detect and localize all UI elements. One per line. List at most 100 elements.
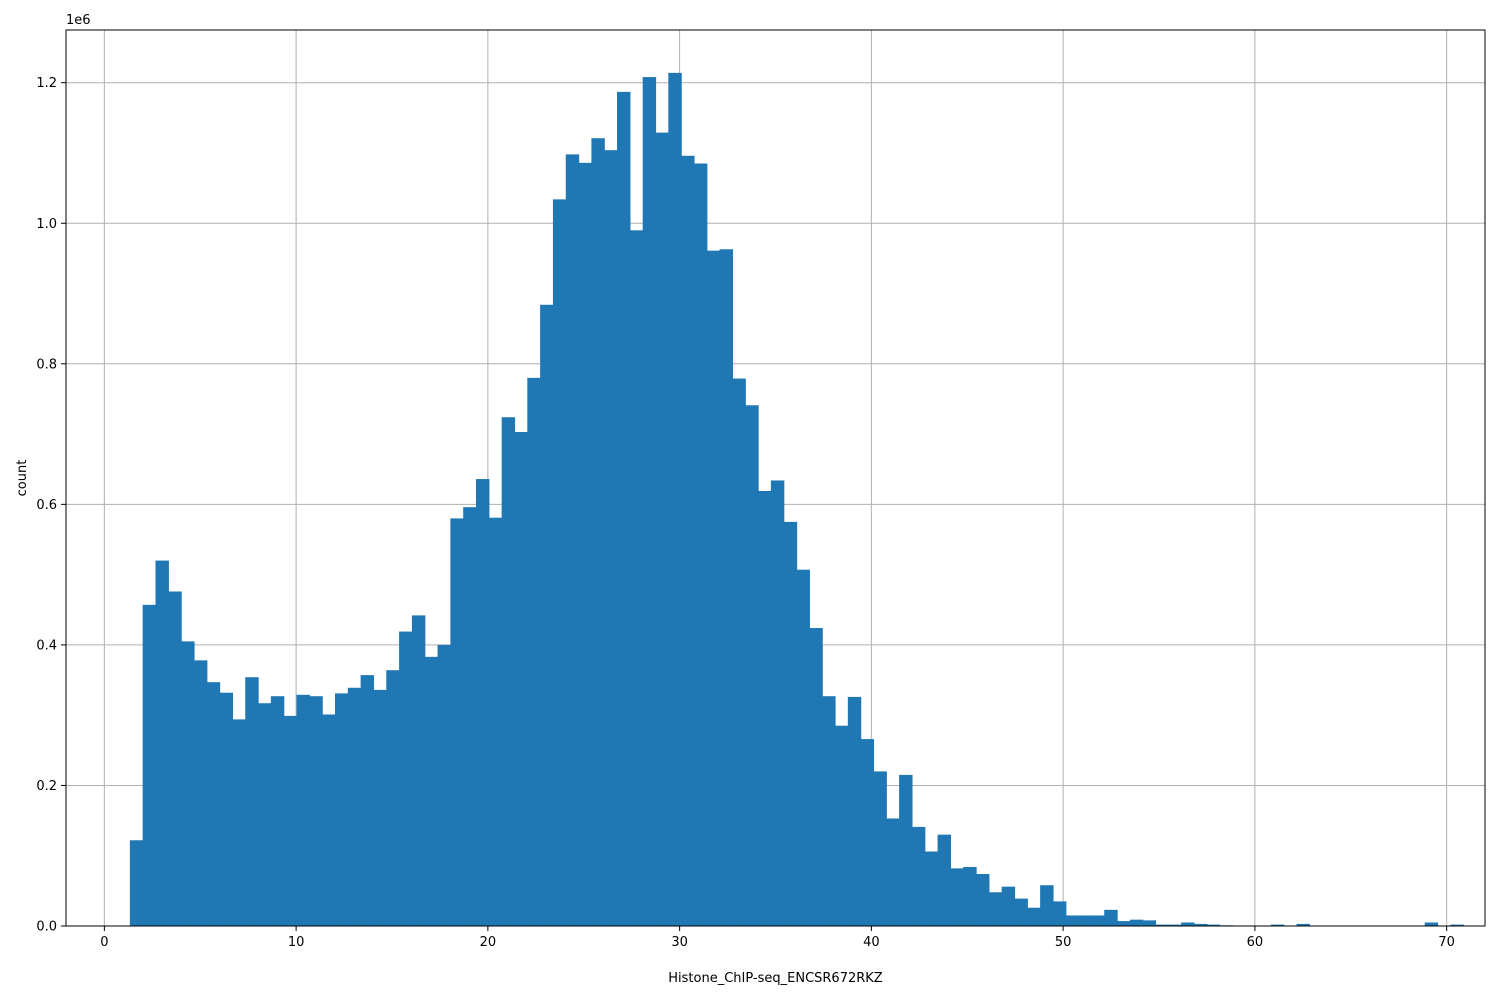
- y-tick-label: 1.0: [36, 217, 57, 232]
- y-tick-label: 1.2: [36, 76, 57, 91]
- histogram-bar: [1270, 924, 1285, 926]
- histogram-bar: [937, 834, 951, 926]
- histogram-bar: [822, 696, 836, 926]
- x-tick-label: 70: [1438, 935, 1455, 950]
- y-tick-label: 0.4: [36, 638, 57, 653]
- histogram-bar: [629, 230, 644, 926]
- histogram-bar: [1091, 915, 1105, 926]
- histogram-bar: [1168, 924, 1182, 926]
- x-tick-label: 10: [288, 935, 305, 950]
- histogram-bar: [668, 72, 682, 927]
- histogram-bar: [155, 560, 169, 926]
- histogram-bar: [655, 132, 669, 927]
- histogram-bar: [322, 714, 336, 926]
- y-tick-label: 0.0: [36, 920, 57, 935]
- histogram-bar: [360, 675, 375, 926]
- histogram-bar: [693, 163, 708, 926]
- histogram-bar: [399, 631, 413, 926]
- histogram-bar: [168, 591, 182, 926]
- histogram-bar: [976, 873, 990, 926]
- histogram-bar: [411, 615, 426, 926]
- y-tick-label: 0.6: [36, 498, 57, 513]
- histogram-bar: [1142, 920, 1157, 926]
- histogram-bar: [181, 641, 195, 926]
- histogram-bar: [540, 304, 554, 927]
- histogram-bar: [758, 491, 772, 926]
- histogram-bar: [1155, 924, 1169, 926]
- histogram-bar: [899, 774, 913, 926]
- x-axis-label: Histone_ChIP-seq_ENCSR672RKZ: [668, 971, 883, 986]
- histogram-bar: [706, 250, 721, 926]
- histogram-bar: [950, 868, 964, 926]
- histogram-bar: [1001, 886, 1016, 926]
- histogram-bar: [552, 199, 567, 926]
- plot-frame: [65, 29, 1486, 927]
- histogram-bar: [745, 405, 759, 926]
- histogram-bar: [296, 694, 310, 926]
- histogram-bar: [206, 682, 221, 926]
- y-tick-label: 0.2: [36, 779, 57, 794]
- histogram-bar: [873, 771, 887, 926]
- histogram-bar: [219, 692, 234, 926]
- histogram-bar: [283, 715, 298, 926]
- x-tick-label: 50: [1055, 935, 1072, 950]
- histogram-bar: [565, 154, 580, 927]
- x-tick-label: 60: [1247, 935, 1264, 950]
- histogram-bar: [1078, 915, 1093, 926]
- histogram-bar: [476, 479, 490, 926]
- histogram-bar: [129, 840, 144, 926]
- histogram-bar: [835, 725, 849, 926]
- y-axis-ticks: 0.0 0.2 0.4 0.6 0.8 1.0 1.2: [36, 76, 66, 935]
- histogram-bar: [309, 696, 323, 926]
- histogram-bar: [437, 644, 451, 926]
- histogram-bar: [1052, 901, 1067, 926]
- histogram-bar: [245, 677, 259, 926]
- histogram-bar: [527, 377, 541, 926]
- histogram-bar: [770, 480, 785, 926]
- histogram-bar: [1027, 907, 1041, 926]
- histogram-bar: [424, 656, 439, 926]
- histogram-bar: [963, 866, 977, 926]
- histogram-bar: [783, 521, 798, 926]
- histogram-bar: [193, 660, 208, 926]
- histogram-bar: [514, 431, 528, 926]
- histogram-bar: [681, 155, 695, 926]
- histogram-bar: [1065, 915, 1080, 926]
- y-axis-label: count: [15, 460, 30, 497]
- histogram-bar: [578, 162, 593, 926]
- histogram-bar: [463, 507, 477, 926]
- histogram-bar: [911, 826, 926, 926]
- x-tick-label: 40: [863, 935, 880, 950]
- histogram-bar: [1104, 909, 1118, 926]
- histogram-bar: [386, 670, 400, 926]
- histogram-bar: [232, 719, 246, 926]
- histogram-bar: [1181, 922, 1195, 926]
- histogram-bar: [860, 739, 875, 926]
- histogram-bar: [886, 818, 900, 926]
- histogram-bar: [732, 378, 746, 927]
- histogram-bar: [796, 569, 810, 926]
- histogram-bar: [591, 138, 605, 926]
- histogram-bar: [450, 518, 464, 926]
- y-tick-label: 0.8: [36, 357, 57, 372]
- histogram-bar: [1014, 898, 1028, 926]
- histogram-bar: [1450, 924, 1464, 926]
- x-tick-label: 20: [480, 935, 497, 950]
- histogram-bar: [1206, 924, 1221, 926]
- histogram-bar: [847, 696, 862, 926]
- histogram-bar: [1117, 921, 1131, 926]
- histogram-bar: [501, 417, 516, 926]
- histogram-bar: [1424, 922, 1439, 926]
- histogram-bar: [270, 696, 285, 926]
- histogram-bar: [617, 91, 631, 927]
- histogram-bar: [642, 77, 657, 926]
- histogram-bar: [924, 851, 939, 926]
- x-tick-label: 30: [671, 935, 688, 950]
- histogram-bar: [334, 693, 349, 926]
- histogram-bar: [1129, 919, 1144, 926]
- histogram-bar: [988, 892, 1003, 926]
- histogram-bar: [1296, 923, 1310, 926]
- histogram-bar: [142, 604, 157, 926]
- histogram-bars: [129, 72, 1464, 927]
